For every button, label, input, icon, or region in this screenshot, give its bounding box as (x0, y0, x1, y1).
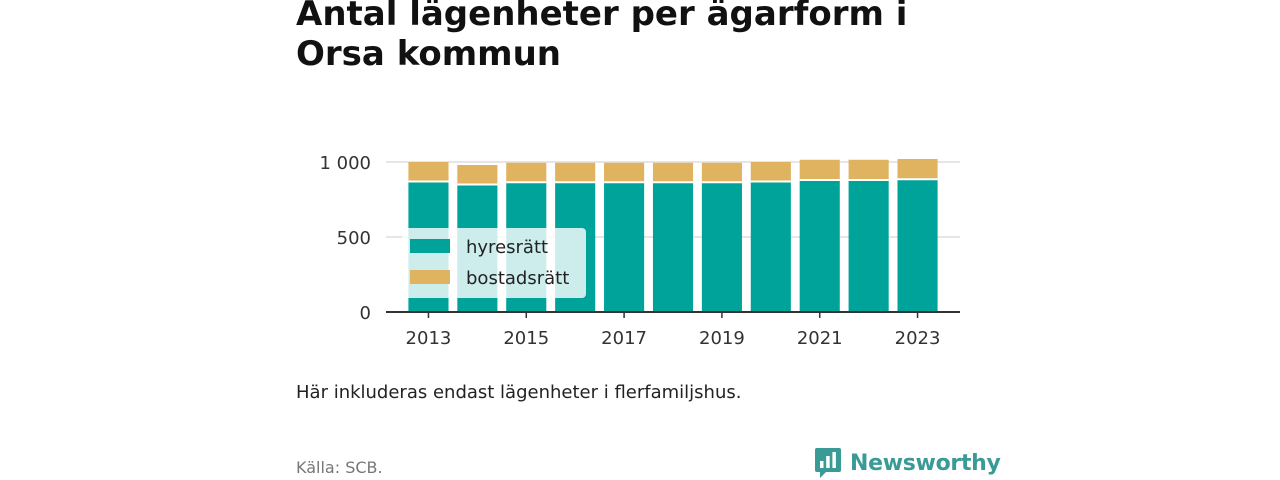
bar-segment (751, 162, 791, 182)
bar-segment (751, 182, 791, 313)
bar-segment (555, 163, 595, 183)
bar-segment (702, 182, 742, 312)
x-axis-ticks: 2013 2015 2017 2019 2021 2023 (406, 312, 941, 349)
y-tick-label: 500 (337, 228, 371, 249)
bar-segment (702, 163, 742, 183)
bar-segment (408, 162, 448, 182)
bar-segment (800, 160, 840, 180)
chart-note: Här inkluderas endast lägenheter i flerf… (296, 382, 741, 403)
bar-segment (849, 180, 889, 312)
bar-segment (897, 159, 937, 179)
bar-segment (897, 179, 937, 312)
source-text: Källa: SCB. (296, 458, 383, 477)
x-tick-label: 2019 (699, 328, 745, 349)
brand-name: Newsworthy (850, 451, 1001, 476)
x-tick-label: 2021 (797, 328, 843, 349)
legend-label: bostadsrätt (466, 268, 569, 289)
legend-swatch (410, 270, 450, 284)
legend-label: hyresrätt (466, 237, 548, 258)
x-tick-label: 2015 (503, 328, 549, 349)
x-tick-label: 2023 (895, 328, 941, 349)
bar-segment (653, 163, 693, 183)
newsworthy-logo-icon (814, 447, 842, 479)
x-tick-label: 2017 (601, 328, 647, 349)
bar-segment (604, 163, 644, 183)
bar-chart: 0 500 1 000 2013 2015 2017 2019 2021 2023 hyres… (0, 0, 1280, 370)
newsworthy-brand[interactable]: Newsworthy (814, 447, 1001, 479)
bar-segment (653, 182, 693, 312)
bar-segment (849, 160, 889, 180)
y-axis-labels: 0 500 1 000 (319, 153, 371, 324)
legend: hyresrätt bostadsrätt (402, 228, 586, 298)
chart-card: Antal lägenheter per ägarform i Orsa kom… (296, 0, 986, 480)
y-tick-label: 1 000 (319, 153, 371, 174)
bar-segment (457, 165, 497, 185)
x-tick-label: 2013 (406, 328, 452, 349)
bar-segment (604, 182, 644, 312)
legend-swatch (410, 239, 450, 253)
bar-segment (800, 180, 840, 312)
bar-segment (506, 163, 546, 183)
y-tick-label: 0 (360, 303, 371, 324)
